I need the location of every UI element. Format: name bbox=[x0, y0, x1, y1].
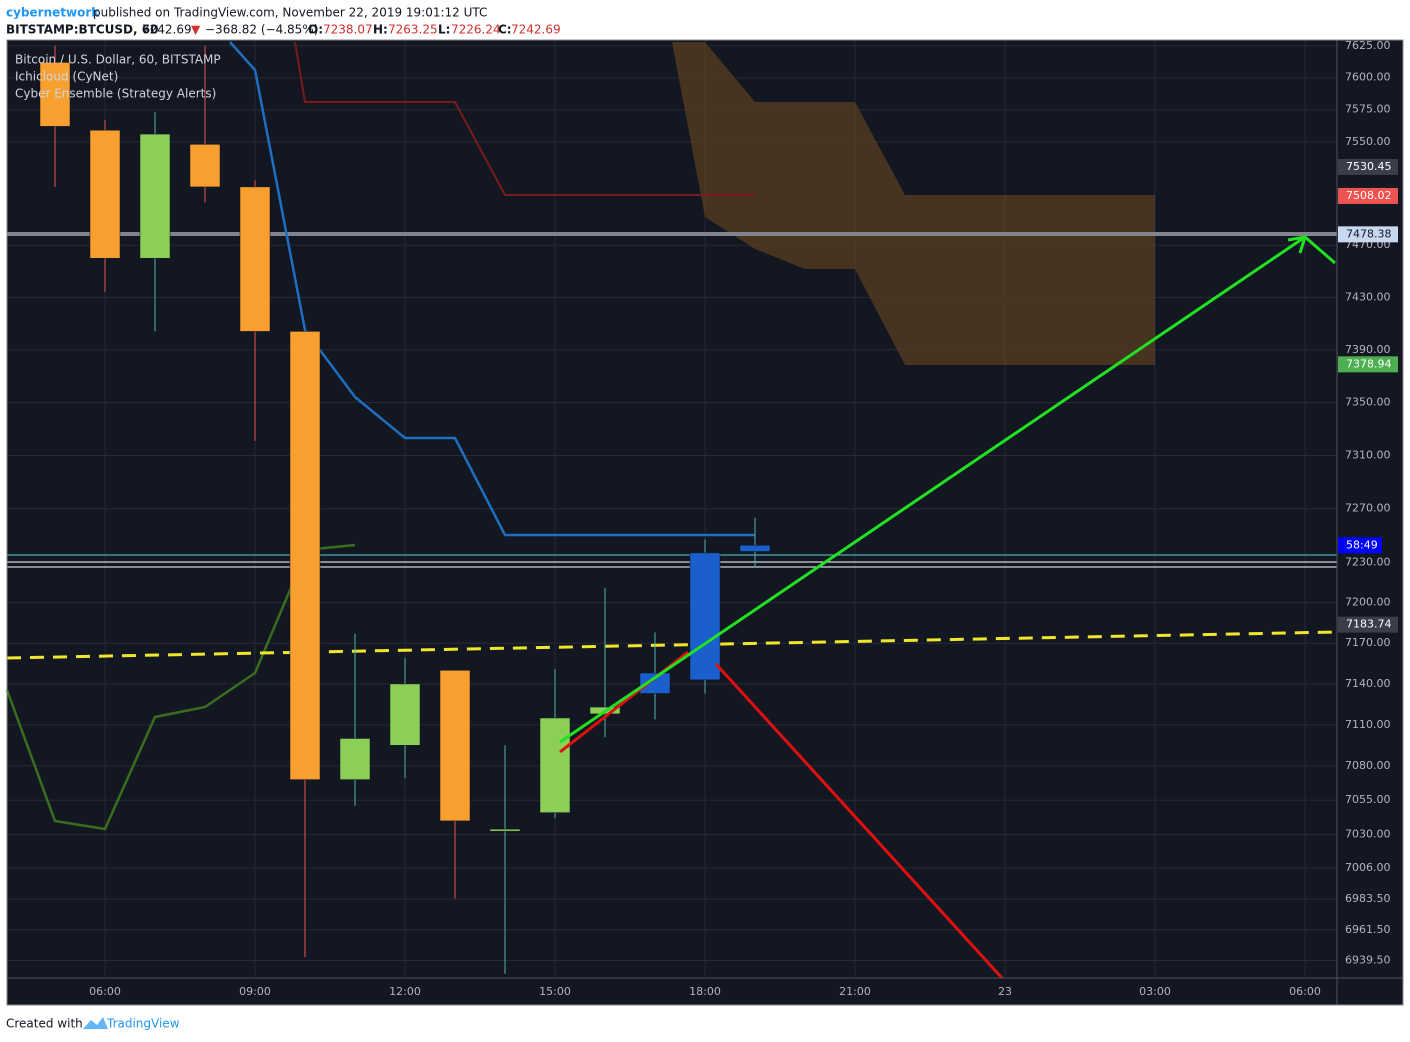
y-tick-label: 7200.00 bbox=[1345, 596, 1391, 609]
y-tick-label: 7600.00 bbox=[1345, 71, 1391, 84]
candle-body bbox=[89, 129, 121, 259]
y-tick-label: 7230.00 bbox=[1345, 555, 1391, 568]
last-price: 7242.69 bbox=[142, 23, 192, 37]
arrow-head bbox=[1287, 235, 1308, 254]
x-tick-label: 23 bbox=[998, 985, 1012, 998]
y-tick-label: 7390.00 bbox=[1345, 343, 1391, 356]
grid bbox=[7, 40, 1337, 978]
x-tick-label: 03:00 bbox=[1139, 985, 1171, 998]
arrow: ▼ bbox=[191, 23, 201, 37]
x-tick-label: 15:00 bbox=[539, 985, 571, 998]
candle-body bbox=[689, 552, 721, 681]
candle-body bbox=[439, 670, 471, 822]
axis-labels: 7625.007600.007575.007550.007470.007430.… bbox=[89, 39, 1398, 998]
y-tick-label: 6939.50 bbox=[1345, 953, 1391, 966]
y-tick-label: 7030.00 bbox=[1345, 828, 1391, 841]
x-tick-label: 18:00 bbox=[689, 985, 721, 998]
price-label-bg bbox=[1338, 226, 1398, 243]
ichimoku-cloud bbox=[672, 42, 1155, 365]
candle-body bbox=[289, 331, 321, 780]
symbol: BITSTAMP:BTCUSD, 60 bbox=[6, 23, 158, 37]
y-tick-label: 7625.00 bbox=[1345, 39, 1391, 52]
published: published on TradingView.com, November 2… bbox=[93, 6, 487, 20]
price-label-bg bbox=[1338, 356, 1398, 373]
logo bbox=[83, 1017, 108, 1029]
candle-body bbox=[39, 62, 71, 127]
y-tick-label: 7270.00 bbox=[1345, 502, 1391, 515]
kijun-line bbox=[294, 41, 755, 196]
candle-body bbox=[139, 133, 171, 259]
created-with: Created with bbox=[6, 1017, 83, 1031]
price-label: 7378.94 bbox=[1346, 357, 1392, 370]
countdown: 58:49 bbox=[1346, 538, 1378, 551]
y-tick-label: 7350.00 bbox=[1345, 395, 1391, 408]
ohlc-header: BITSTAMP:BTCUSD, 60 7242.69 ▼ −368.82 (−… bbox=[6, 23, 561, 37]
projection-down bbox=[714, 662, 1004, 980]
candle-body bbox=[339, 738, 371, 780]
y-tick-label: 6961.50 bbox=[1345, 923, 1391, 936]
price-label: 7508.02 bbox=[1346, 189, 1392, 202]
y-tick-label: 7006.00 bbox=[1345, 861, 1391, 874]
candles bbox=[39, 45, 771, 974]
candle-body bbox=[739, 545, 771, 552]
change: −368.82 (−4.85%) bbox=[205, 23, 318, 37]
high: 7263.25 bbox=[388, 23, 438, 37]
candle-body bbox=[389, 683, 421, 746]
candle-body bbox=[639, 672, 671, 694]
price-label-bg bbox=[1338, 616, 1398, 633]
tenkan-line bbox=[229, 41, 755, 537]
price-label-bg bbox=[1338, 158, 1398, 175]
o-label: O: bbox=[308, 23, 323, 37]
h-label: H: bbox=[373, 23, 388, 37]
open: 7238.07 bbox=[323, 23, 373, 37]
y-tick-label: 7550.00 bbox=[1345, 135, 1391, 148]
countdown-bg bbox=[1338, 537, 1382, 554]
l-label: L: bbox=[438, 23, 450, 37]
y-tick-label: 7170.00 bbox=[1345, 636, 1391, 649]
brand[interactable]: TradingView bbox=[106, 1017, 180, 1031]
candle-body bbox=[489, 828, 521, 832]
candle-body bbox=[239, 186, 271, 332]
c-label: C: bbox=[498, 23, 512, 37]
y-tick-label: 7575.00 bbox=[1345, 103, 1391, 116]
y-tick-label: 7140.00 bbox=[1345, 677, 1391, 690]
x-tick-label: 12:00 bbox=[389, 985, 421, 998]
y-tick-label: 7310.00 bbox=[1345, 448, 1391, 461]
author[interactable]: cybernetwork bbox=[6, 6, 100, 20]
y-tick-label: 7080.00 bbox=[1345, 759, 1391, 772]
x-tick-label: 09:00 bbox=[239, 985, 271, 998]
y-tick-label: 7110.00 bbox=[1345, 718, 1391, 731]
candle-body bbox=[189, 144, 221, 188]
legend: Bitcoin / U.S. Dollar, 60, BITSTAMP Ichi… bbox=[15, 53, 221, 101]
price-label: 7530.45 bbox=[1346, 160, 1392, 173]
y-tick-label: 7055.00 bbox=[1345, 793, 1391, 806]
price-label: 7478.38 bbox=[1346, 227, 1392, 240]
y-tick-label: 6983.50 bbox=[1345, 892, 1391, 905]
x-tick-label: 06:00 bbox=[1289, 985, 1321, 998]
price-label-bg bbox=[1338, 187, 1398, 204]
trend-line bbox=[6, 630, 1338, 660]
x-tick-label: 21:00 bbox=[839, 985, 871, 998]
y-tick-label: 7430.00 bbox=[1345, 290, 1391, 303]
legend-item: Cyber Ensemble (Strategy Alerts) bbox=[15, 87, 216, 101]
legend-item: Bitcoin / U.S. Dollar, 60, BITSTAMP bbox=[15, 53, 221, 67]
candle-body bbox=[539, 717, 571, 813]
chart-frame bbox=[6, 39, 1404, 1006]
x-tick-label: 06:00 bbox=[89, 985, 121, 998]
legend-item: Ichicloud (CyNet) bbox=[15, 70, 118, 84]
low: 7226.24 bbox=[451, 23, 501, 37]
close: 7242.69 bbox=[511, 23, 561, 37]
price-label: 7183.74 bbox=[1346, 618, 1392, 631]
